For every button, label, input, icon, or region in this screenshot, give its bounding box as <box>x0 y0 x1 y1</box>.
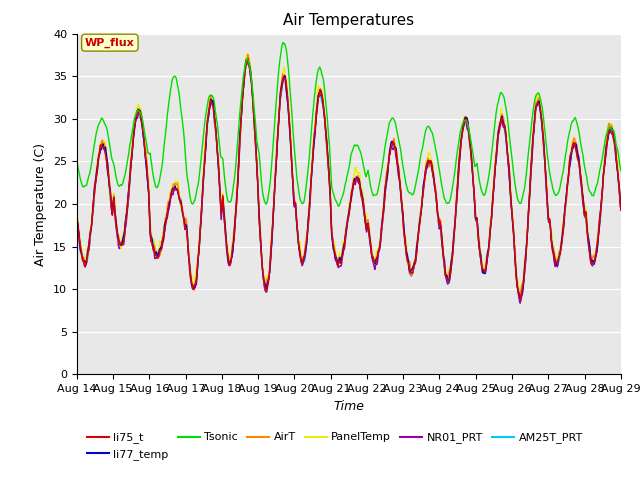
Legend: li75_t, li77_temp, Tsonic, AirT, PanelTemp, NR01_PRT, AM25T_PRT: li75_t, li77_temp, Tsonic, AirT, PanelTe… <box>83 428 587 464</box>
Y-axis label: Air Temperature (C): Air Temperature (C) <box>35 143 47 265</box>
Title: Air Temperatures: Air Temperatures <box>284 13 414 28</box>
X-axis label: Time: Time <box>333 400 364 413</box>
Text: WP_flux: WP_flux <box>85 37 134 48</box>
